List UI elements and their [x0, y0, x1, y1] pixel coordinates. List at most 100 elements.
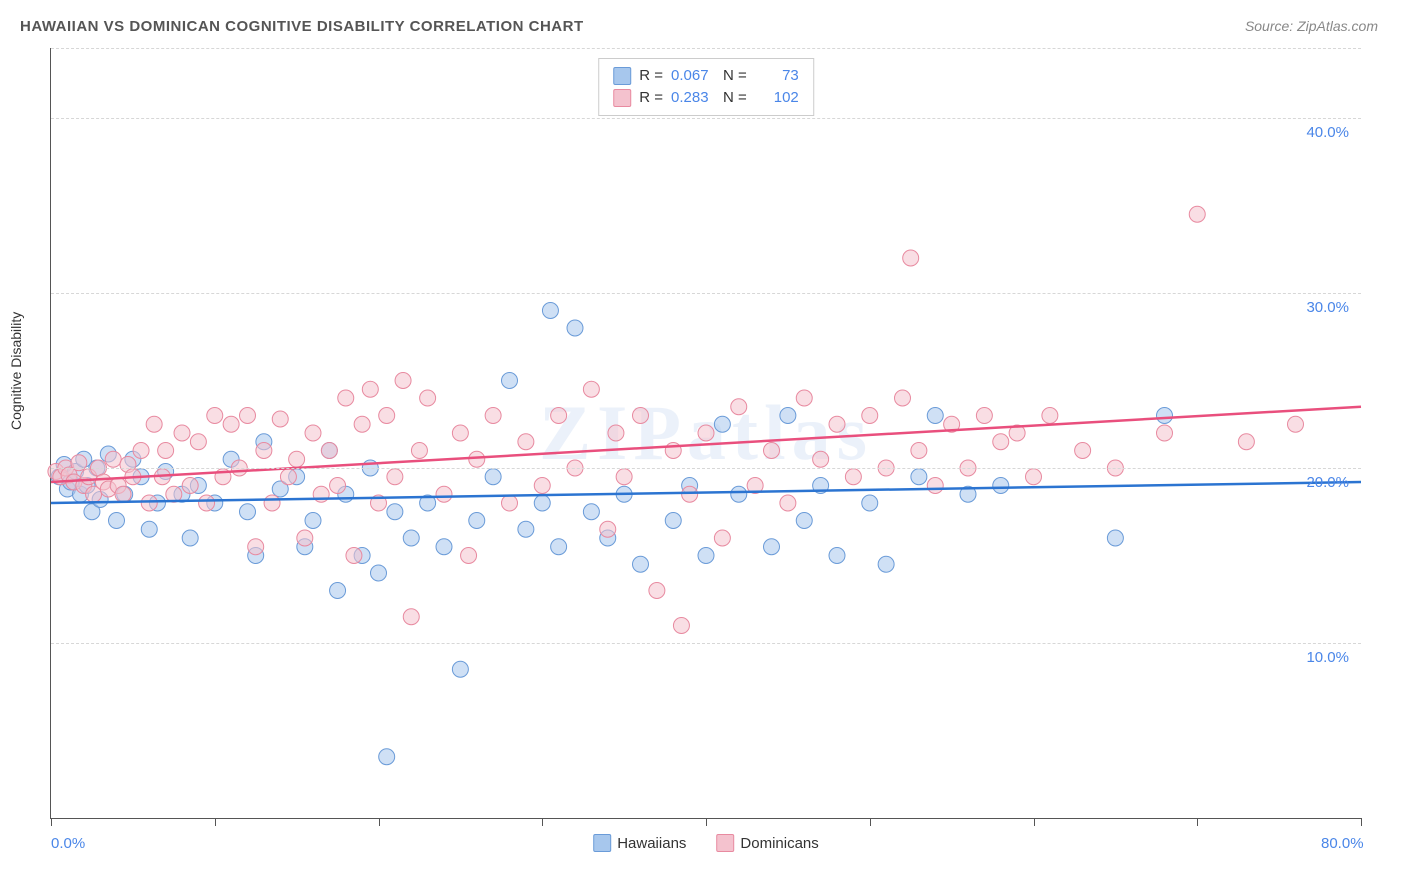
r-label-1: R = [639, 65, 663, 87]
data-point [174, 425, 190, 441]
x-tick [379, 818, 380, 826]
data-point [190, 434, 206, 450]
data-point [403, 530, 419, 546]
data-point [115, 486, 131, 502]
data-point [207, 408, 223, 424]
data-point [338, 390, 354, 406]
data-point [436, 539, 452, 555]
x-tick [215, 818, 216, 826]
stats-row-1: R = 0.067 N = 73 [613, 65, 799, 87]
data-point [518, 434, 534, 450]
x-tick [1197, 818, 1198, 826]
data-point [1189, 206, 1205, 222]
data-point [248, 539, 264, 555]
data-point [731, 486, 747, 502]
data-point [411, 443, 427, 459]
data-point [1157, 425, 1173, 441]
data-point [698, 548, 714, 564]
data-point [608, 425, 624, 441]
data-point [182, 530, 198, 546]
data-point [633, 556, 649, 572]
chart-svg [51, 48, 1361, 818]
data-point [583, 504, 599, 520]
data-point [764, 443, 780, 459]
data-point [485, 469, 501, 485]
legend-bottom: Hawaiians Dominicans [593, 834, 819, 852]
x-tick [870, 818, 871, 826]
data-point [199, 495, 215, 511]
data-point [542, 303, 558, 319]
data-point [551, 539, 567, 555]
data-point [976, 408, 992, 424]
data-point [256, 443, 272, 459]
data-point [673, 618, 689, 634]
data-point [305, 425, 321, 441]
data-point [616, 469, 632, 485]
legend-label-2: Dominicans [740, 835, 818, 852]
data-point [133, 443, 149, 459]
trend-line [51, 482, 1361, 503]
stats-box: R = 0.067 N = 73 R = 0.283 N = 102 [598, 58, 814, 116]
r-value-1: 0.067 [671, 65, 715, 87]
data-point [330, 478, 346, 494]
data-point [379, 749, 395, 765]
data-point [379, 408, 395, 424]
data-point [633, 408, 649, 424]
stats-swatch-1 [613, 67, 631, 85]
y-tick-label: 10.0% [1306, 649, 1349, 666]
data-point [903, 250, 919, 266]
stats-row-2: R = 0.283 N = 102 [613, 87, 799, 109]
data-point [927, 408, 943, 424]
data-point [714, 530, 730, 546]
legend-item-2: Dominicans [716, 834, 818, 852]
data-point [583, 381, 599, 397]
n-value-2: 102 [755, 87, 799, 109]
data-point [141, 521, 157, 537]
data-point [371, 565, 387, 581]
data-point [780, 495, 796, 511]
data-point [1042, 408, 1058, 424]
data-point [813, 451, 829, 467]
data-point [362, 381, 378, 397]
data-point [158, 443, 174, 459]
gridline [51, 48, 1361, 49]
gridline [51, 468, 1361, 469]
data-point [305, 513, 321, 529]
data-point [649, 583, 665, 599]
data-point [927, 478, 943, 494]
gridline [51, 118, 1361, 119]
data-point [698, 425, 714, 441]
legend-swatch-1 [593, 834, 611, 852]
r-label-2: R = [639, 87, 663, 109]
data-point [1026, 469, 1042, 485]
x-tick [706, 818, 707, 826]
gridline [51, 643, 1361, 644]
y-tick-label: 40.0% [1306, 124, 1349, 141]
data-point [387, 469, 403, 485]
y-axis-title: Cognitive Disability [8, 312, 24, 430]
data-point [1107, 530, 1123, 546]
data-point [461, 548, 477, 564]
data-point [264, 495, 280, 511]
n-label-1: N = [723, 65, 747, 87]
data-point [911, 469, 927, 485]
x-tick [542, 818, 543, 826]
y-tick-label: 20.0% [1306, 474, 1349, 491]
data-point [182, 478, 198, 494]
data-point [895, 390, 911, 406]
legend-item-1: Hawaiians [593, 834, 686, 852]
data-point [452, 425, 468, 441]
data-point [330, 583, 346, 599]
data-point [534, 478, 550, 494]
data-point [109, 513, 125, 529]
n-value-1: 73 [755, 65, 799, 87]
data-point [403, 609, 419, 625]
data-point [665, 513, 681, 529]
data-point [518, 521, 534, 537]
data-point [567, 320, 583, 336]
data-point [551, 408, 567, 424]
data-point [1075, 443, 1091, 459]
source-label: Source: ZipAtlas.com [1245, 18, 1378, 34]
data-point [780, 408, 796, 424]
data-point [289, 451, 305, 467]
